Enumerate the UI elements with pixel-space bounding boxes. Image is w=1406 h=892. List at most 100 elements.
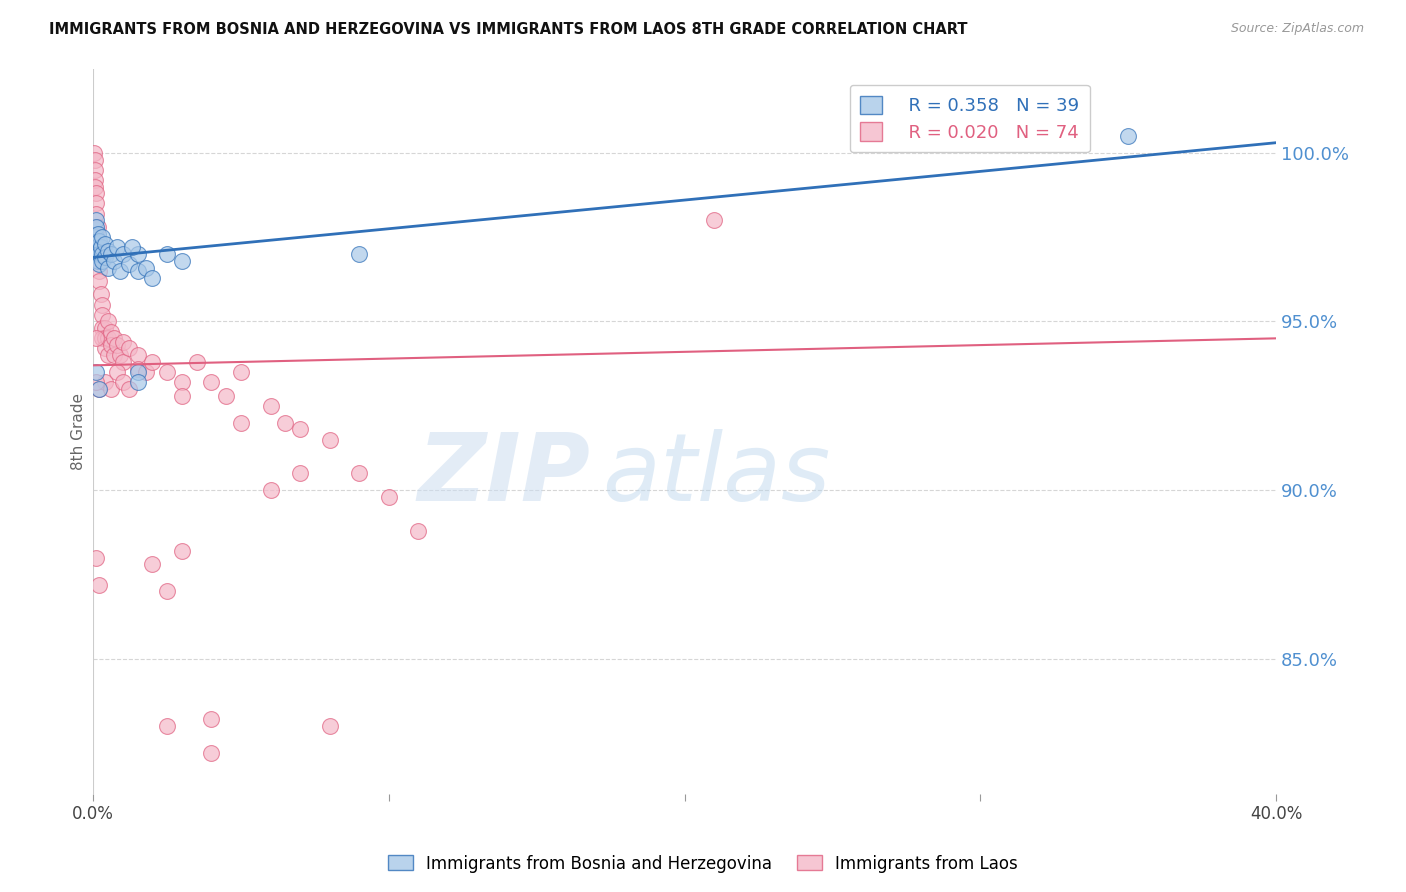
Point: [274, 416, 297, 430]
Point: [141, 355, 163, 369]
Point: [97, 348, 120, 362]
Point: [94, 321, 117, 335]
Point: [378, 490, 401, 504]
Point: [86, 227, 108, 241]
Point: [83, 145, 105, 160]
Point: [127, 264, 149, 278]
Point: [319, 433, 342, 447]
Point: [87, 382, 110, 396]
Point: [105, 365, 128, 379]
Point: [91, 230, 114, 244]
Legend: Immigrants from Bosnia and Herzegovina, Immigrants from Laos: Immigrants from Bosnia and Herzegovina, …: [381, 848, 1025, 880]
Point: [141, 558, 163, 572]
Point: [84, 365, 107, 379]
Point: [100, 382, 122, 396]
Point: [84, 550, 107, 565]
Point: [83, 153, 105, 167]
Point: [94, 251, 117, 265]
Point: [87, 274, 110, 288]
Point: [127, 361, 149, 376]
Point: [84, 375, 107, 389]
Point: [83, 173, 105, 187]
Point: [259, 399, 281, 413]
Point: [91, 253, 114, 268]
Point: [87, 382, 110, 396]
Point: [703, 213, 725, 227]
Point: [87, 253, 110, 268]
Point: [1116, 128, 1139, 143]
Point: [408, 524, 430, 538]
Point: [86, 220, 108, 235]
Point: [87, 577, 110, 591]
Point: [118, 382, 141, 396]
Point: [84, 213, 107, 227]
Point: [349, 247, 371, 261]
Point: [105, 338, 128, 352]
Point: [127, 247, 149, 261]
Point: [170, 389, 193, 403]
Point: [103, 253, 125, 268]
Text: ZIP: ZIP: [418, 429, 591, 521]
Point: [118, 342, 141, 356]
Point: [121, 240, 143, 254]
Point: [97, 260, 120, 275]
Point: [215, 389, 238, 403]
Point: [156, 365, 179, 379]
Point: [127, 365, 149, 379]
Point: [103, 348, 125, 362]
Point: [94, 342, 117, 356]
Point: [156, 584, 179, 599]
Point: [84, 247, 107, 261]
Point: [84, 331, 107, 345]
Point: [94, 331, 117, 345]
Text: IMMIGRANTS FROM BOSNIA AND HERZEGOVINA VS IMMIGRANTS FROM LAOS 8TH GRADE CORRELA: IMMIGRANTS FROM BOSNIA AND HERZEGOVINA V…: [49, 22, 967, 37]
Point: [170, 375, 193, 389]
Text: atlas: atlas: [602, 429, 830, 520]
Point: [84, 236, 107, 251]
Point: [84, 230, 107, 244]
Point: [105, 240, 128, 254]
Point: [349, 467, 371, 481]
Point: [108, 348, 131, 362]
Point: [100, 338, 122, 352]
Point: [86, 253, 108, 268]
Point: [94, 236, 117, 251]
Point: [156, 719, 179, 733]
Point: [156, 247, 179, 261]
Point: [90, 287, 112, 301]
Point: [90, 240, 112, 254]
Point: [259, 483, 281, 497]
Point: [87, 247, 110, 261]
Point: [91, 297, 114, 311]
Point: [91, 308, 114, 322]
Point: [87, 247, 110, 261]
Point: [186, 355, 208, 369]
Point: [200, 746, 222, 760]
Point: [288, 422, 311, 436]
Point: [100, 247, 122, 261]
Point: [94, 375, 117, 389]
Point: [127, 348, 149, 362]
Point: [288, 467, 311, 481]
Point: [135, 365, 157, 379]
Point: [229, 416, 252, 430]
Point: [118, 257, 141, 271]
Point: [200, 713, 222, 727]
Point: [91, 331, 114, 345]
Point: [141, 270, 163, 285]
Text: Source: ZipAtlas.com: Source: ZipAtlas.com: [1230, 22, 1364, 36]
Point: [91, 321, 114, 335]
Point: [127, 375, 149, 389]
Point: [86, 240, 108, 254]
Point: [97, 314, 120, 328]
Point: [200, 375, 222, 389]
Point: [111, 247, 134, 261]
Point: [319, 719, 342, 733]
Point: [100, 325, 122, 339]
Y-axis label: 8th Grade: 8th Grade: [72, 392, 86, 469]
Point: [103, 331, 125, 345]
Point: [111, 375, 134, 389]
Point: [83, 179, 105, 194]
Point: [86, 244, 108, 258]
Point: [84, 230, 107, 244]
